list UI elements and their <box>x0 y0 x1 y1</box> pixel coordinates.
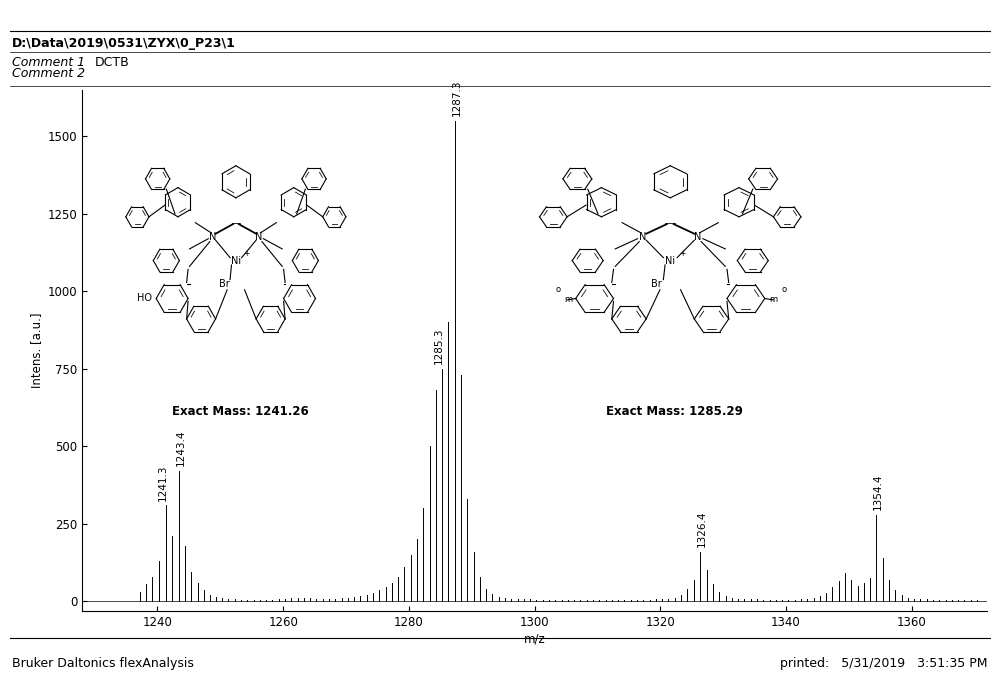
Y-axis label: Intens. [a.u.]: Intens. [a.u.] <box>30 313 43 388</box>
Text: Comment 2: Comment 2 <box>12 68 85 80</box>
Text: DCTB: DCTB <box>95 56 130 68</box>
Text: 1241.3: 1241.3 <box>157 464 167 500</box>
Text: 1354.4: 1354.4 <box>873 473 883 510</box>
Text: printed:   5/31/2019   3:51:35 PM: printed: 5/31/2019 3:51:35 PM <box>780 658 988 670</box>
Text: Exact Mass: 1285.29: Exact Mass: 1285.29 <box>606 405 743 418</box>
Text: Bruker Daltonics flexAnalysis: Bruker Daltonics flexAnalysis <box>12 658 194 670</box>
Text: 1326.4: 1326.4 <box>697 511 707 547</box>
Text: Comment 1: Comment 1 <box>12 56 85 68</box>
Text: D:\Data\2019\0531\ZYX\0_P23\1: D:\Data\2019\0531\ZYX\0_P23\1 <box>12 37 236 50</box>
Text: 1285.3: 1285.3 <box>433 328 443 364</box>
Text: Exact Mass: 1241.26: Exact Mass: 1241.26 <box>172 405 309 418</box>
Text: 1243.4: 1243.4 <box>176 430 186 466</box>
X-axis label: m/z: m/z <box>524 633 545 646</box>
Text: 1287.3: 1287.3 <box>452 79 462 116</box>
